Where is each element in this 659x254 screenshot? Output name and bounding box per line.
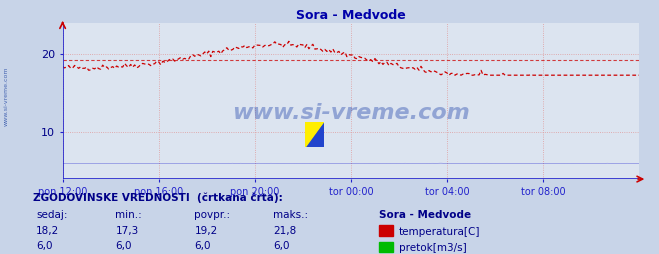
Text: Sora - Medvode: Sora - Medvode xyxy=(379,211,471,220)
Text: www.si-vreme.com: www.si-vreme.com xyxy=(232,103,470,123)
Text: 6,0: 6,0 xyxy=(36,241,53,251)
Text: 18,2: 18,2 xyxy=(36,226,59,236)
Title: Sora - Medvode: Sora - Medvode xyxy=(296,9,406,22)
Text: www.si-vreme.com: www.si-vreme.com xyxy=(4,67,9,126)
Text: sedaj:: sedaj: xyxy=(36,211,68,220)
Text: ZGODOVINSKE VREDNOSTI  (črtkana črta):: ZGODOVINSKE VREDNOSTI (črtkana črta): xyxy=(33,192,283,203)
Text: 19,2: 19,2 xyxy=(194,226,217,236)
Text: 6,0: 6,0 xyxy=(115,241,132,251)
Text: 6,0: 6,0 xyxy=(273,241,290,251)
Text: pretok[m3/s]: pretok[m3/s] xyxy=(399,243,467,253)
Text: 17,3: 17,3 xyxy=(115,226,138,236)
Text: temperatura[C]: temperatura[C] xyxy=(399,227,480,237)
Polygon shape xyxy=(305,122,324,147)
Text: min.:: min.: xyxy=(115,211,142,220)
Text: 6,0: 6,0 xyxy=(194,241,211,251)
Text: 21,8: 21,8 xyxy=(273,226,297,236)
Text: maks.:: maks.: xyxy=(273,211,308,220)
Polygon shape xyxy=(305,122,324,147)
Text: povpr.:: povpr.: xyxy=(194,211,231,220)
